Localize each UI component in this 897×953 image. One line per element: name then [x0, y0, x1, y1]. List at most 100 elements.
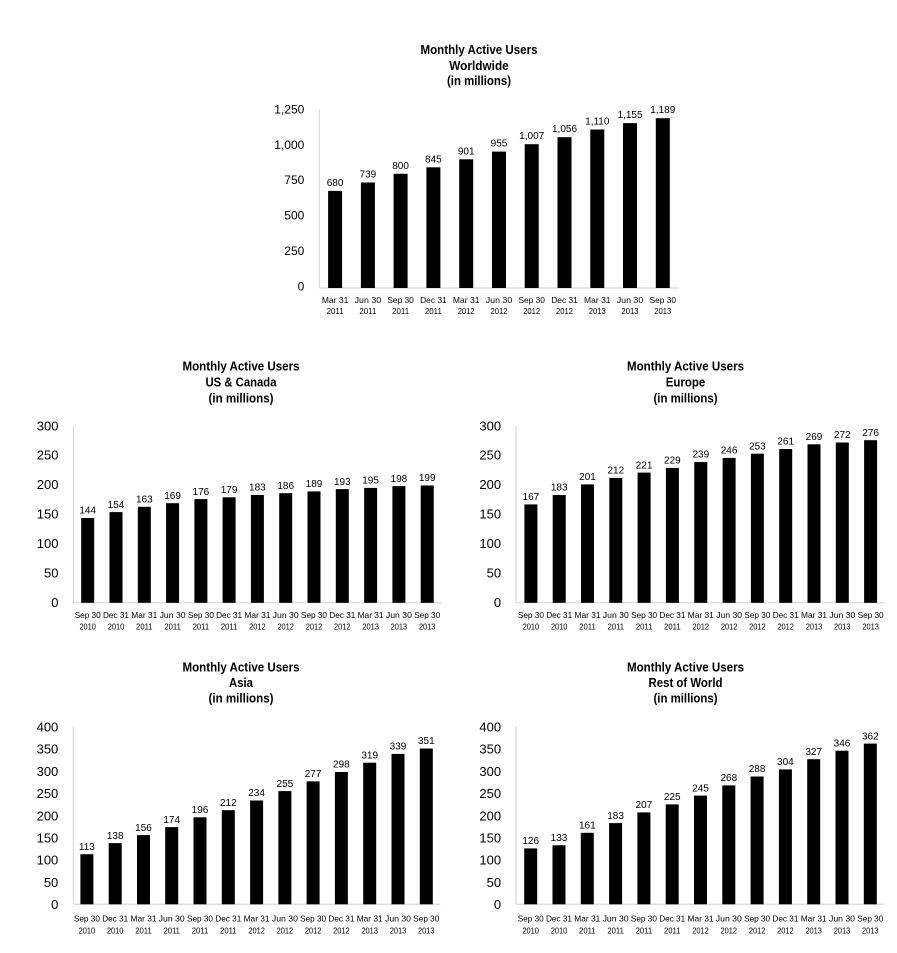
svg-text:2012: 2012: [777, 622, 794, 632]
svg-text:288: 288: [749, 764, 766, 775]
svg-text:200: 200: [479, 477, 501, 492]
svg-text:0: 0: [298, 279, 305, 293]
svg-text:Sep 30: Sep 30: [75, 610, 101, 620]
svg-text:239: 239: [692, 450, 709, 461]
svg-text:174: 174: [163, 815, 180, 826]
svg-text:199: 199: [419, 473, 436, 484]
svg-text:2010: 2010: [79, 926, 96, 936]
svg-text:Sep 30: Sep 30: [858, 610, 884, 620]
svg-text:Mar 31: Mar 31: [584, 295, 611, 305]
svg-text:300: 300: [37, 418, 59, 433]
svg-text:250: 250: [37, 786, 59, 801]
svg-text:2012: 2012: [306, 622, 323, 632]
svg-text:183: 183: [607, 811, 624, 822]
svg-text:Dec 31: Dec 31: [215, 913, 241, 923]
svg-text:2012: 2012: [721, 622, 738, 632]
svg-text:212: 212: [220, 798, 237, 809]
svg-text:Mar 31: Mar 31: [358, 610, 384, 620]
svg-text:Jun 30: Jun 30: [829, 913, 855, 923]
svg-text:200: 200: [37, 477, 59, 492]
svg-text:2011: 2011: [636, 926, 653, 936]
svg-text:176: 176: [193, 487, 210, 498]
svg-text:186: 186: [277, 481, 294, 492]
svg-text:198: 198: [391, 474, 408, 485]
svg-text:327: 327: [805, 747, 822, 758]
svg-text:2011: 2011: [607, 926, 624, 936]
svg-text:2012: 2012: [277, 926, 294, 936]
svg-text:2013: 2013: [834, 622, 851, 632]
svg-text:2011: 2011: [425, 306, 442, 316]
svg-text:0: 0: [51, 595, 58, 610]
svg-text:845: 845: [425, 154, 442, 165]
svg-text:0: 0: [51, 897, 58, 912]
svg-text:2013: 2013: [589, 306, 606, 316]
svg-text:400: 400: [37, 720, 59, 735]
svg-text:2011: 2011: [221, 622, 238, 632]
svg-text:350: 350: [37, 742, 59, 757]
svg-text:2011: 2011: [327, 306, 344, 316]
svg-text:2012: 2012: [249, 622, 266, 632]
svg-text:Jun 30: Jun 30: [486, 295, 513, 305]
svg-text:Jun 30: Jun 30: [386, 610, 412, 620]
svg-text:Jun 30: Jun 30: [716, 913, 742, 923]
svg-text:304: 304: [777, 757, 794, 768]
svg-text:2012: 2012: [248, 926, 265, 936]
svg-text:1,007: 1,007: [519, 131, 544, 142]
svg-text:Dec 31: Dec 31: [216, 610, 242, 620]
svg-text:2013: 2013: [834, 926, 851, 936]
svg-text:0: 0: [494, 897, 501, 912]
svg-text:2013: 2013: [654, 306, 671, 316]
svg-text:179: 179: [221, 485, 238, 496]
svg-text:2012: 2012: [749, 926, 766, 936]
svg-text:200: 200: [37, 808, 59, 823]
svg-text:169: 169: [164, 491, 181, 502]
svg-text:246: 246: [721, 446, 738, 457]
svg-text:Sep 30: Sep 30: [631, 610, 657, 620]
svg-text:113: 113: [79, 842, 95, 853]
svg-text:163: 163: [136, 495, 153, 506]
svg-text:Dec 31: Dec 31: [551, 295, 578, 305]
svg-text:1,250: 1,250: [274, 103, 304, 117]
svg-text:2012: 2012: [556, 306, 573, 316]
svg-text:Mar 31: Mar 31: [801, 913, 827, 923]
svg-text:Jun 30: Jun 30: [716, 610, 742, 620]
svg-text:0: 0: [494, 595, 501, 610]
svg-text:268: 268: [720, 773, 737, 784]
svg-text:(in millions): (in millions): [209, 390, 274, 405]
svg-text:193: 193: [334, 477, 351, 488]
svg-text:Jun 30: Jun 30: [273, 610, 299, 620]
svg-text:1,155: 1,155: [617, 110, 642, 121]
svg-text:2012: 2012: [491, 306, 508, 316]
svg-text:2011: 2011: [636, 622, 653, 632]
svg-text:Dec 31: Dec 31: [659, 610, 685, 620]
svg-text:2013: 2013: [862, 622, 879, 632]
svg-text:955: 955: [491, 139, 508, 150]
svg-text:400: 400: [479, 720, 501, 735]
svg-text:126: 126: [522, 836, 539, 847]
svg-text:Sep 30: Sep 30: [518, 913, 544, 923]
svg-text:2012: 2012: [334, 622, 351, 632]
svg-text:300: 300: [479, 418, 501, 433]
svg-text:2013: 2013: [418, 926, 435, 936]
svg-text:Sep 30: Sep 30: [301, 610, 327, 620]
svg-text:221: 221: [636, 460, 653, 471]
svg-text:2010: 2010: [522, 926, 539, 936]
svg-text:196: 196: [192, 805, 209, 816]
svg-text:Asia: Asia: [229, 675, 254, 690]
svg-text:Mar 31: Mar 31: [322, 295, 349, 305]
svg-text:2011: 2011: [192, 926, 209, 936]
svg-text:250: 250: [479, 786, 501, 801]
svg-text:Jun 30: Jun 30: [159, 913, 185, 923]
svg-text:351: 351: [418, 736, 435, 747]
svg-text:2013: 2013: [419, 622, 436, 632]
svg-text:2011: 2011: [608, 622, 625, 632]
svg-text:167: 167: [523, 492, 540, 503]
svg-text:2013: 2013: [362, 622, 379, 632]
svg-text:2012: 2012: [523, 306, 540, 316]
svg-text:Mar 31: Mar 31: [131, 913, 157, 923]
svg-text:Mar 31: Mar 31: [244, 913, 270, 923]
svg-text:150: 150: [479, 507, 501, 522]
svg-text:2012: 2012: [693, 622, 710, 632]
svg-text:272: 272: [834, 430, 851, 441]
svg-text:Monthly Active Users: Monthly Active Users: [421, 42, 538, 57]
